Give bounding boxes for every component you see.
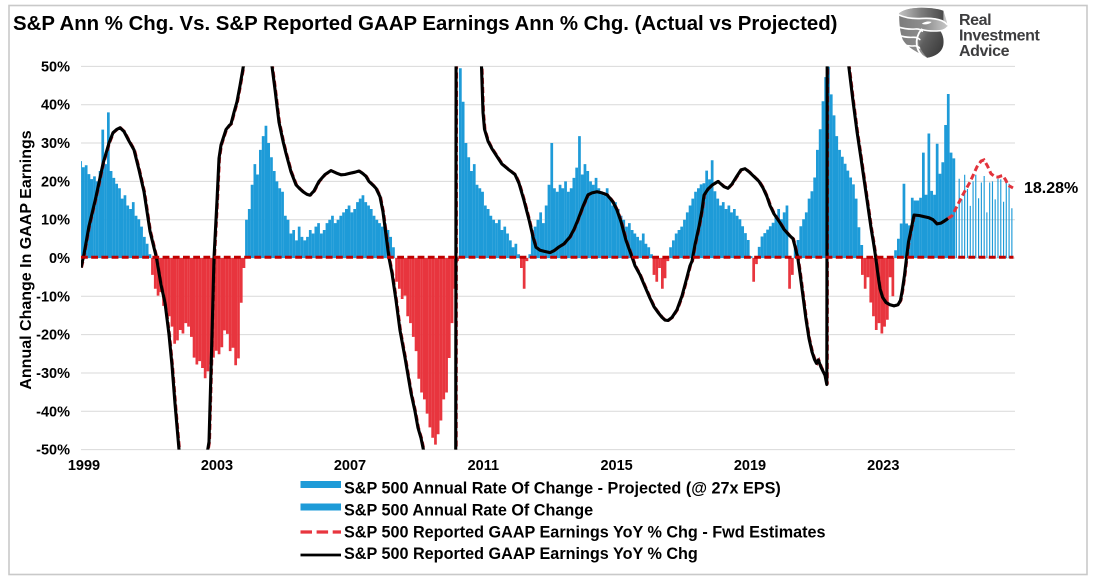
svg-text:40%: 40% — [41, 98, 70, 114]
svg-text:S&P Ann % Chg. Vs. S&P Reporte: S&P Ann % Chg. Vs. S&P Reported GAAP Ear… — [13, 13, 837, 35]
svg-text:2011: 2011 — [468, 458, 499, 474]
svg-text:2015: 2015 — [600, 458, 632, 474]
svg-text:S&P 500 Reported GAAP Earnings: S&P 500 Reported GAAP Earnings YoY % Chg… — [344, 524, 826, 542]
svg-text:2019: 2019 — [734, 458, 766, 474]
svg-text:0%: 0% — [49, 251, 70, 267]
svg-text:1999: 1999 — [68, 458, 100, 474]
svg-text:S&P 500 Reported GAAP Earnings: S&P 500 Reported GAAP Earnings YoY % Chg — [344, 545, 698, 563]
svg-text:30%: 30% — [41, 136, 70, 152]
svg-text:2003: 2003 — [201, 458, 233, 474]
svg-text:18.28%: 18.28% — [1024, 180, 1078, 197]
svg-text:Annual Change In GAAP Earnings: Annual Change In GAAP Earnings — [18, 130, 35, 389]
svg-text:S&P 500 Annual Rate Of Change: S&P 500 Annual Rate Of Change — [344, 502, 593, 520]
svg-text:-30%: -30% — [36, 366, 70, 382]
svg-text:Advice: Advice — [959, 43, 1010, 60]
svg-text:2023: 2023 — [867, 458, 899, 474]
svg-text:-10%: -10% — [36, 289, 70, 305]
svg-text:10%: 10% — [41, 213, 70, 229]
svg-text:-40%: -40% — [36, 404, 70, 420]
svg-text:2007: 2007 — [334, 458, 366, 474]
svg-text:-50%: -50% — [36, 443, 70, 459]
svg-text:Real: Real — [959, 12, 991, 29]
svg-text:-20%: -20% — [36, 328, 70, 344]
svg-text:50%: 50% — [41, 59, 70, 75]
svg-text:Investment: Investment — [959, 28, 1041, 45]
svg-text:S&P 500 Annual Rate Of Change: S&P 500 Annual Rate Of Change - Projecte… — [344, 480, 781, 498]
svg-text:20%: 20% — [41, 174, 70, 190]
